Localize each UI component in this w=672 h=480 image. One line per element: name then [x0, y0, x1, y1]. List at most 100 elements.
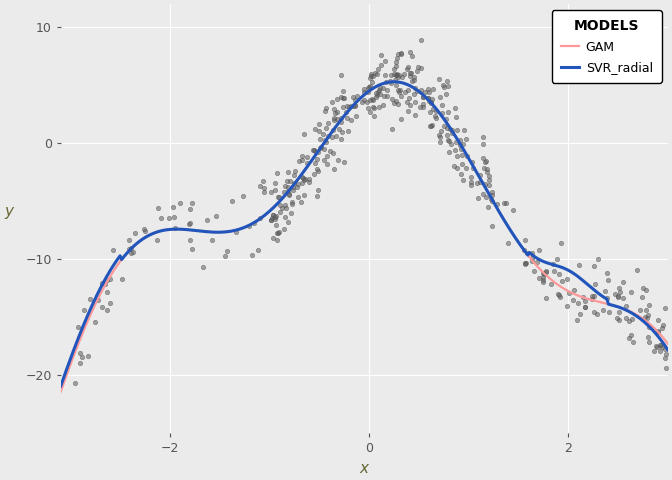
Point: [575, 310, 585, 317]
Point: [661, 364, 672, 372]
Point: [446, 126, 457, 133]
Point: [641, 306, 652, 314]
Point: [483, 181, 494, 189]
Point: [327, 149, 338, 157]
Point: [390, 76, 401, 84]
Point: [458, 177, 468, 184]
Point: [399, 88, 410, 96]
Point: [312, 192, 323, 200]
Point: [439, 84, 450, 91]
Point: [429, 112, 440, 120]
Point: [271, 236, 282, 244]
Point: [416, 36, 427, 44]
Point: [265, 216, 276, 224]
Point: [457, 151, 468, 158]
Point: [419, 88, 430, 96]
Point: [640, 313, 651, 321]
Point: [374, 86, 384, 94]
Point: [102, 276, 113, 284]
Point: [379, 92, 390, 100]
Point: [423, 97, 434, 105]
Point: [657, 343, 667, 350]
Point: [185, 236, 196, 244]
Point: [411, 87, 422, 95]
Point: [284, 192, 294, 199]
Point: [462, 152, 472, 160]
Point: [164, 214, 175, 221]
Point: [329, 165, 340, 172]
Point: [480, 158, 491, 166]
Point: [322, 152, 333, 160]
Point: [371, 93, 382, 101]
Point: [427, 121, 437, 129]
Point: [376, 61, 387, 69]
Point: [587, 295, 597, 302]
Point: [319, 156, 329, 164]
Point: [461, 164, 472, 172]
Point: [443, 82, 454, 90]
Point: [270, 221, 281, 228]
Point: [283, 183, 294, 191]
Point: [382, 86, 392, 94]
Point: [417, 100, 428, 108]
Point: [621, 302, 632, 310]
Point: [538, 270, 548, 277]
Point: [327, 98, 338, 106]
Point: [449, 104, 460, 112]
Point: [627, 315, 638, 323]
Point: [308, 170, 319, 178]
Point: [403, 63, 414, 71]
Point: [370, 69, 380, 76]
Point: [336, 71, 347, 79]
Point: [330, 132, 341, 140]
Point: [458, 126, 469, 134]
Point: [587, 292, 597, 300]
Point: [197, 263, 208, 271]
Point: [272, 229, 283, 237]
Point: [128, 248, 138, 256]
Point: [292, 184, 302, 192]
Point: [434, 138, 445, 145]
Point: [312, 168, 323, 175]
Point: [277, 204, 288, 212]
Point: [364, 96, 375, 104]
Point: [290, 167, 300, 174]
Point: [431, 108, 442, 115]
Point: [387, 125, 398, 132]
Point: [331, 108, 342, 116]
Point: [288, 186, 298, 193]
Point: [624, 317, 634, 324]
Point: [390, 62, 401, 70]
Point: [312, 155, 323, 163]
Point: [140, 228, 151, 235]
Point: [211, 212, 222, 219]
Point: [443, 136, 454, 144]
Point: [393, 50, 404, 58]
Point: [296, 179, 307, 187]
Point: [448, 162, 459, 170]
Point: [385, 77, 396, 84]
Point: [378, 101, 388, 109]
Point: [126, 245, 136, 252]
Point: [391, 70, 402, 78]
Point: [72, 324, 83, 331]
Point: [258, 189, 269, 196]
Point: [403, 86, 414, 94]
Point: [532, 259, 542, 266]
Point: [572, 316, 583, 324]
Point: [380, 58, 390, 65]
Point: [603, 276, 614, 284]
Point: [307, 147, 318, 155]
Point: [156, 215, 167, 222]
Point: [363, 105, 374, 112]
Point: [652, 343, 663, 351]
Point: [653, 328, 663, 336]
Point: [657, 322, 668, 329]
Point: [325, 147, 335, 155]
Point: [529, 267, 540, 275]
Point: [329, 116, 339, 123]
X-axis label: x: x: [360, 461, 369, 476]
Point: [418, 93, 429, 101]
Point: [258, 184, 269, 192]
Point: [388, 99, 399, 107]
